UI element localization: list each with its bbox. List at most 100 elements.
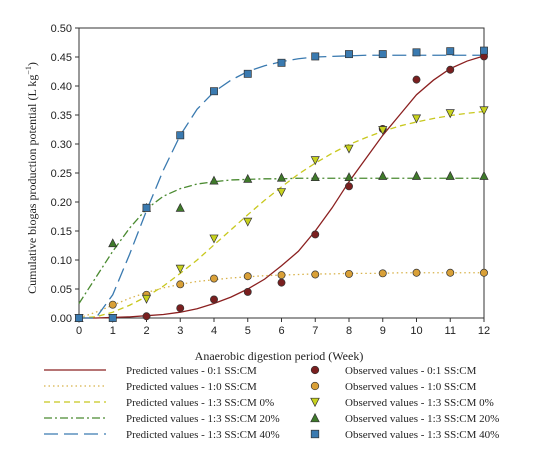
observed-point-s5-0 — [75, 314, 83, 322]
legend-label-predicted-2: Predicted values - 1:0 SS:CM — [126, 381, 257, 393]
axes: 0 1 2 3 4 5 6 7 8 9 10 11 120.000.050.100.150.200.25… — [51, 23, 491, 337]
observed-point-s5-8 — [345, 50, 353, 59]
observed-point-s4-11 — [445, 170, 455, 180]
y-tick-label: 0.35 — [51, 110, 72, 122]
observed-point-s1-6 — [277, 278, 286, 287]
x-tick-label: 2 — [143, 325, 149, 337]
x-tick-label: 4 — [211, 325, 217, 337]
x-axis-title: Anaerobic digestion period (Week) — [195, 349, 364, 363]
observed-point-s5-5 — [243, 69, 252, 78]
x-tick-label: 12 — [478, 325, 490, 337]
observed-point-s3-9 — [378, 126, 388, 136]
observed-point-s2-1 — [108, 300, 117, 309]
observed-point-s4-10 — [411, 170, 422, 180]
observed-point-s5-4 — [210, 87, 218, 96]
observed-point-s4-3 — [175, 202, 185, 212]
y-axis-title-main: Cumulative biogas production potential (… — [25, 75, 39, 294]
observed-point-s2-7 — [311, 270, 320, 279]
x-tick-label: 9 — [380, 325, 386, 337]
observed-point-s3-11 — [445, 109, 455, 119]
x-tick-label: 10 — [410, 325, 422, 337]
observed-point-s4-1 — [108, 238, 118, 248]
legend-marker-3 — [310, 397, 320, 408]
observed-point-s5-1 — [108, 314, 117, 322]
legend-label-predicted-3: Predicted values - 1:3 SS:CM 0% — [126, 397, 274, 409]
observed-point-s2-10 — [412, 268, 421, 277]
observed-point-s1-2 — [142, 312, 151, 321]
observed-point-s1-11 — [446, 65, 455, 74]
observed-points — [74, 46, 489, 323]
observed-point-s2-5 — [243, 272, 252, 281]
observed-point-s3-7 — [310, 156, 320, 166]
legend-label-observed-3: Observed values - 1:3 SS:CM 0% — [345, 397, 494, 409]
legend-label-predicted-1: Predicted values - 0:1 SS:CM — [126, 365, 257, 377]
observed-point-s3-3 — [175, 264, 185, 274]
legend-marker-4 — [310, 412, 320, 423]
observed-point-s4-4 — [209, 175, 219, 185]
observed-point-s4-12 — [479, 170, 489, 180]
observed-point-s5-6 — [277, 58, 286, 67]
x-tick-label: 8 — [346, 325, 352, 337]
observed-point-s4-8 — [344, 172, 354, 182]
observed-point-s5-2 — [142, 203, 151, 212]
x-tick-label: 6 — [278, 325, 284, 337]
legend-marker-2 — [310, 381, 320, 391]
y-tick-label: 0.20 — [51, 197, 72, 209]
legend-label-predicted-5: Predicted values - 1:3 SS:CM 40% — [126, 429, 280, 441]
observed-point-s5-12 — [480, 46, 488, 55]
x-tick-label: 11 — [445, 325, 456, 337]
observed-point-s1-3 — [176, 304, 185, 313]
legend-marker-1 — [310, 365, 320, 375]
y-tick-label: 0.30 — [51, 139, 72, 151]
y-tick-label: 0.45 — [51, 52, 72, 64]
x-tick-label: 3 — [177, 325, 183, 337]
y-tick-label: 0.10 — [51, 255, 72, 267]
observed-point-s1-7 — [311, 230, 320, 239]
observed-point-s2-4 — [210, 274, 218, 283]
observed-point-s2-6 — [277, 271, 286, 280]
observed-point-s2-9 — [378, 269, 387, 278]
observed-point-s1-4 — [210, 295, 218, 304]
observed-point-s3-4 — [209, 234, 219, 244]
observed-point-s3-6 — [276, 188, 287, 198]
observed-point-s1-8 — [345, 182, 353, 191]
legend-label-observed-5: Observed values - 1:3 SS:CM 40% — [345, 429, 499, 441]
observed-point-s2-12 — [480, 268, 488, 277]
observed-point-s5-9 — [378, 50, 387, 59]
observed-point-s3-5 — [243, 217, 253, 227]
y-tick-label: 0.05 — [51, 284, 72, 296]
observed-point-s4-7 — [310, 172, 320, 182]
y-tick-label: 0.50 — [51, 23, 72, 35]
observed-point-s3-10 — [411, 114, 422, 124]
x-tick-label: 7 — [312, 325, 318, 337]
legend-label-observed-2: Observed values - 1:0 SS:CM — [345, 381, 477, 393]
predicted-line-3 — [78, 110, 485, 319]
observed-point-s1-10 — [412, 75, 421, 84]
observed-point-s5-3 — [176, 131, 185, 140]
observed-point-s4-6 — [276, 172, 287, 182]
observed-point-s4-9 — [378, 170, 388, 180]
observed-point-s1-5 — [243, 287, 252, 296]
legend-label-observed-1: Observed values - 0:1 SS:CM — [345, 365, 477, 377]
y-tick-label: 0.15 — [51, 226, 72, 238]
x-tick-label: 1 — [110, 325, 116, 337]
observed-point-s2-8 — [345, 269, 353, 278]
observed-point-s2-11 — [446, 268, 455, 277]
observed-point-s2-3 — [176, 280, 185, 289]
observed-point-s4-5 — [243, 173, 253, 183]
y-axis-title-end: ) — [25, 62, 39, 66]
observed-point-s5-11 — [446, 47, 455, 56]
legend-marker-5 — [310, 429, 320, 439]
x-tick-label: 5 — [245, 325, 251, 337]
legend: Predicted values - 0:1 SS:CM Predicted va… — [44, 365, 499, 441]
observed-point-s5-7 — [311, 52, 320, 61]
y-axis-title-sup: −1 — [24, 66, 33, 75]
y-tick-label: 0.40 — [51, 81, 72, 93]
legend-label-predicted-4: Predicted values - 1:3 SS:CM 20% — [126, 413, 280, 425]
observed-point-s3-2 — [141, 294, 152, 304]
observed-point-s3-12 — [479, 106, 489, 116]
legend-label-observed-4: Observed values - 1:3 SS:CM 20% — [345, 413, 499, 425]
y-axis-title: Cumulative biogas production potential (… — [24, 62, 39, 294]
observed-point-s5-10 — [412, 48, 421, 57]
